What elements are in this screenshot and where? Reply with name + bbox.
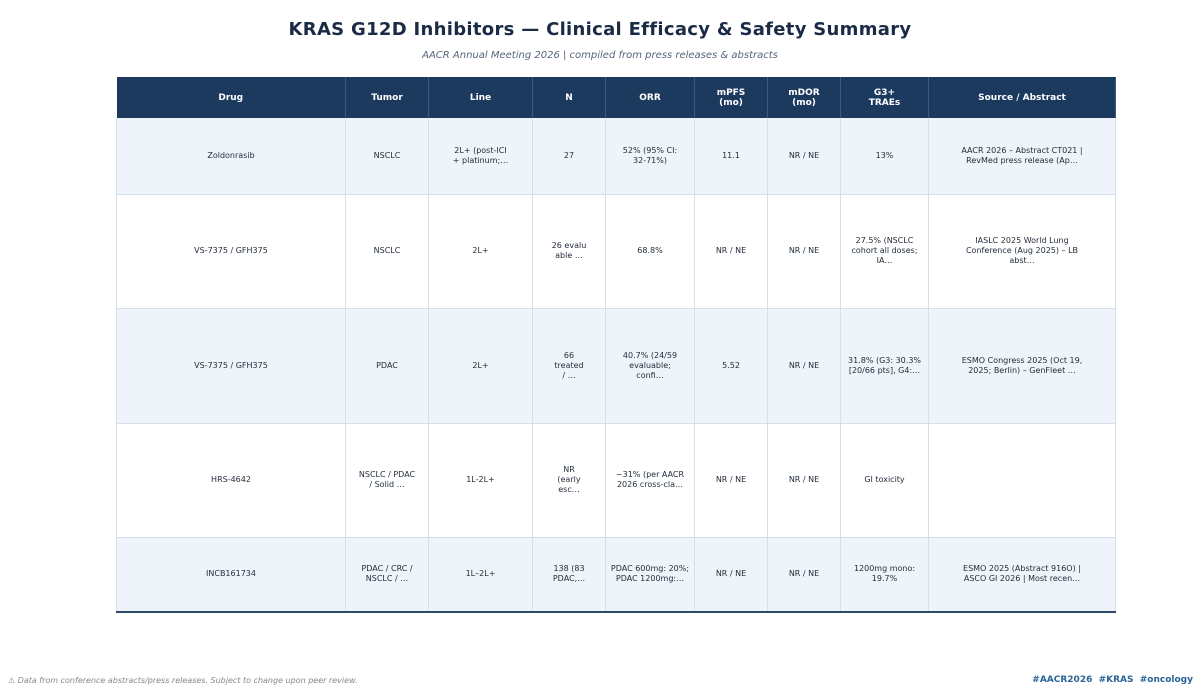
- footer-note: ⚠ Data from conference abstracts/press r…: [8, 676, 358, 685]
- column-header: Drug: [116, 77, 346, 118]
- column-header: mPFS (mo): [694, 77, 768, 118]
- table-cell: 2L+: [428, 308, 533, 424]
- table-cell: 1L–2L+: [428, 537, 533, 613]
- table-cell: NSCLC: [345, 118, 429, 195]
- table-cell: NR / NE: [767, 194, 841, 309]
- table-row: HRS-4642 NSCLC / PDAC / Solid … 1L-2L+ NR (…: [116, 423, 1116, 538]
- table-cell: NR / NE: [767, 537, 841, 613]
- title: KRAS G12D Inhibitors — Clinical Efficacy…: [288, 19, 912, 40]
- table-cell: 26 evalu able …: [532, 194, 606, 309]
- table-cell: NSCLC / PDAC / Solid …: [345, 423, 429, 538]
- table-cell: 5.52: [694, 308, 768, 424]
- table-cell: ESMO Congress 2025 (Oct 19, 2025; Berlin…: [928, 308, 1116, 424]
- table-cell: 27: [532, 118, 606, 195]
- header-row: Drug Tumor Line N ORR mPFS (mo) mDOR (mo) G3+ T…: [116, 77, 1116, 118]
- table-cell: ~31% (per AACR 2026 cross-cla…: [605, 423, 695, 538]
- table-cell: 13%: [840, 118, 929, 195]
- table-cell: NR / NE: [694, 423, 768, 538]
- table-cell: IASLC 2025 World Lung Conference (Aug 20…: [928, 194, 1116, 309]
- table-cell: VS-7375 / GFH375: [116, 308, 346, 424]
- table-cell: 52% (95% CI: 32-71%): [605, 118, 695, 195]
- table-cell: 1200mg mono: 19.7%: [840, 537, 929, 613]
- subtitle: AACR Annual Meeting 2026 | compiled from…: [422, 50, 778, 61]
- column-header: N: [532, 77, 606, 118]
- table-cell: [928, 423, 1116, 538]
- table-cell: 2L+: [428, 194, 533, 309]
- table-cell: HRS-4642: [116, 423, 346, 538]
- table-cell: ESMO 2025 (Abstract 916O) | ASCO GI 2026…: [928, 537, 1116, 613]
- table-cell: 2L+ (post-ICI + platinum;…: [428, 118, 533, 195]
- table-row: VS-7375 / GFH375 PDAC 2L+ 66 treated / … 40.…: [116, 308, 1116, 424]
- table-cell: NR (early esc…: [532, 423, 606, 538]
- table-cell: AACR 2026 – Abstract CT021 | RevMed pres…: [928, 118, 1116, 195]
- table-cell: NR / NE: [767, 308, 841, 424]
- table-row: VS-7375 / GFH375 NSCLC 2L+ 26 evalu able … 6…: [116, 194, 1116, 309]
- column-header: mDOR (mo): [767, 77, 841, 118]
- table-cell: INCB161734: [116, 537, 346, 613]
- table-cell: Zoldonrasib: [116, 118, 346, 195]
- table-row: Zoldonrasib NSCLC 2L+ (post-ICI + platinum…: [116, 118, 1116, 195]
- table-cell: VS-7375 / GFH375: [116, 194, 346, 309]
- table-cell: PDAC 600mg: 20%; PDAC 1200mg:…: [605, 537, 695, 613]
- table-cell: 31.8% (G3: 30.3% [20/66 pts], G4:…: [840, 308, 929, 424]
- footer-tags: #AACR2026 #KRAS #oncology: [1032, 675, 1193, 685]
- table-cell: GI toxicity: [840, 423, 929, 538]
- table-cell: NR / NE: [767, 423, 841, 538]
- column-header: G3+ TRAEs: [840, 77, 929, 118]
- column-header: Line: [428, 77, 533, 118]
- table-body: Zoldonrasib NSCLC 2L+ (post-ICI + platinum…: [116, 118, 1116, 613]
- summary-table: Drug Tumor Line N ORR mPFS (mo) mDOR (mo) G3+ T…: [116, 77, 1116, 613]
- table-cell: NR / NE: [767, 118, 841, 195]
- table-cell: 66 treated / …: [532, 308, 606, 424]
- table-cell: PDAC / CRC / NSCLC / …: [345, 537, 429, 613]
- table-cell: PDAC: [345, 308, 429, 424]
- table-cell: 40.7% (24/59 evaluable; confi…: [605, 308, 695, 424]
- table-row: INCB161734 PDAC / CRC / NSCLC / … 1L–2L+ 13…: [116, 537, 1116, 613]
- table-cell: 138 (83 PDAC,…: [532, 537, 606, 613]
- table-cell: 27.5% (NSCLC cohort all doses; IA…: [840, 194, 929, 309]
- column-header: Source / Abstract: [928, 77, 1116, 118]
- table-cell: 1L-2L+: [428, 423, 533, 538]
- column-header: Tumor: [345, 77, 429, 118]
- table-cell: NR / NE: [694, 537, 768, 613]
- table-cell: NR / NE: [694, 194, 768, 309]
- column-header: ORR: [605, 77, 695, 118]
- table-cell: NSCLC: [345, 194, 429, 309]
- table-cell: 11.1: [694, 118, 768, 195]
- table-cell: 68.8%: [605, 194, 695, 309]
